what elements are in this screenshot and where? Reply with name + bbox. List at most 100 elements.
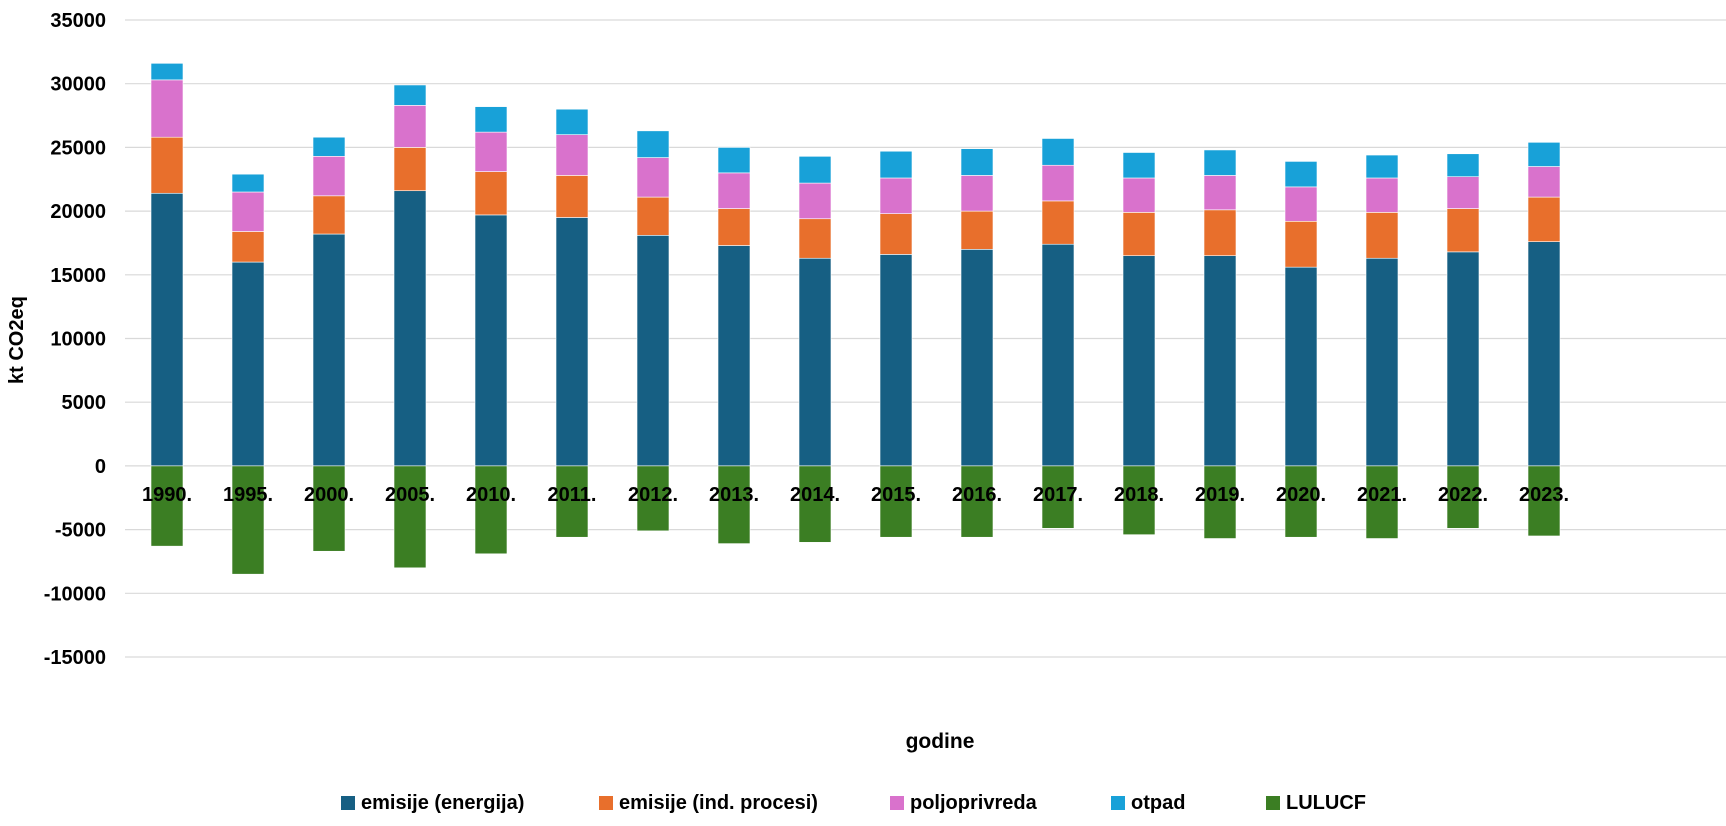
x-tick-label: 2016. xyxy=(952,484,1002,506)
x-tick-label: 2012. xyxy=(628,484,678,506)
x-tick-label: 1995. xyxy=(223,484,273,506)
bar-segment xyxy=(1284,220,1318,268)
legend-item: LULUCF xyxy=(1266,788,1366,818)
bar-segment xyxy=(1446,465,1480,529)
bar-segment xyxy=(960,465,994,538)
bar-segment xyxy=(393,147,427,192)
bar-segment xyxy=(1203,209,1237,256)
y-tick-label: 0 xyxy=(95,456,106,478)
bar-segment xyxy=(1284,161,1318,188)
x-tick-label: 2011. xyxy=(548,484,597,506)
x-tick-label: 2019. xyxy=(1195,484,1245,506)
y-tick-label: -15000 xyxy=(44,647,106,669)
x-tick-label: 2000. xyxy=(304,484,354,506)
legend-item: otpad xyxy=(1111,788,1185,818)
bar-segment xyxy=(1122,152,1156,179)
bar-segment xyxy=(1446,153,1480,178)
bars xyxy=(150,63,1561,575)
bar-segment xyxy=(555,134,589,176)
bar-segment xyxy=(474,214,508,467)
bar-segment xyxy=(231,191,265,232)
x-tick-label: 2013. xyxy=(709,484,759,506)
bar-segment xyxy=(1446,176,1480,209)
bar-segment xyxy=(393,84,427,106)
bar-segment xyxy=(1527,241,1561,467)
bar-segment xyxy=(231,231,265,263)
bar-segment xyxy=(1527,142,1561,167)
y-tick-label: 15000 xyxy=(50,265,106,287)
bar-segment xyxy=(1365,257,1399,467)
bar-segment xyxy=(231,465,265,575)
bar-segment xyxy=(474,171,508,216)
bar-segment xyxy=(150,465,184,547)
bar-segment xyxy=(150,63,184,81)
bar-segment xyxy=(1284,465,1318,538)
bar-segment xyxy=(798,156,832,184)
bar-segment xyxy=(717,245,751,467)
x-tick-label: 2014. xyxy=(790,484,840,506)
bar-segment xyxy=(1122,212,1156,256)
bar-segment xyxy=(312,233,346,467)
bar-segment xyxy=(555,465,589,538)
x-tick-label: 2005. xyxy=(385,484,435,506)
bar-segment xyxy=(636,465,670,532)
legend-label: LULUCF xyxy=(1286,791,1366,814)
bar-segment xyxy=(1527,196,1561,242)
legend-swatch xyxy=(341,796,355,810)
bar-segment xyxy=(1041,164,1075,202)
legend-item: poljoprivreda xyxy=(890,788,1037,818)
x-tick-label: 2022. xyxy=(1438,484,1488,506)
bar-segment xyxy=(798,465,832,543)
x-tick-label: 2021. xyxy=(1357,484,1407,506)
bar-segment xyxy=(231,261,265,467)
bar-segment xyxy=(879,465,913,538)
bar-segment xyxy=(717,147,751,174)
bar-segment xyxy=(555,175,589,218)
x-axis-label: godine xyxy=(905,730,975,753)
y-axis-label: kt CO2eq xyxy=(6,296,28,384)
bar-segment xyxy=(150,79,184,138)
bar-segment xyxy=(717,208,751,246)
legend-label: otpad xyxy=(1131,791,1186,814)
bar-segment xyxy=(150,192,184,467)
bar-segment xyxy=(1203,149,1237,176)
gridlines xyxy=(125,19,1726,658)
bar-segment xyxy=(1122,255,1156,467)
y-tick-label: 25000 xyxy=(50,137,106,159)
bar-segment xyxy=(1527,465,1561,537)
bar-segment xyxy=(879,150,913,179)
bar-segment xyxy=(474,465,508,555)
y-tick-label: -10000 xyxy=(44,583,106,605)
bar-segment xyxy=(636,157,670,198)
bar-segment xyxy=(1527,166,1561,198)
x-tick-label: 2017. xyxy=(1033,484,1083,506)
bar-segment xyxy=(1203,465,1237,539)
y-tick-label: 5000 xyxy=(62,392,107,414)
legend-item: emisije (energija) xyxy=(341,788,524,818)
bar-segment xyxy=(717,465,751,544)
legend-swatch xyxy=(1111,796,1125,810)
legend-swatch xyxy=(599,796,613,810)
bar-segment xyxy=(150,136,184,194)
bar-segment xyxy=(1365,177,1399,213)
bar-segment xyxy=(474,131,508,172)
legend-swatch xyxy=(1266,796,1280,810)
bar-segment xyxy=(1041,200,1075,245)
bar-segment xyxy=(1365,465,1399,539)
bar-segment xyxy=(636,235,670,467)
bar-segment xyxy=(1122,465,1156,535)
bar-segment xyxy=(312,136,346,157)
bar-segment xyxy=(312,195,346,235)
y-tick-label: 35000 xyxy=(50,10,106,32)
bar-segment xyxy=(393,465,427,569)
bar-segment xyxy=(1203,175,1237,211)
x-tick-label: 1990. xyxy=(142,484,192,506)
legend-swatch xyxy=(890,796,904,810)
legend-label: emisije (ind. procesi) xyxy=(619,791,818,814)
x-tick-label: 2018. xyxy=(1114,484,1164,506)
legend: emisije (energija) emisije (ind. procesi)… xyxy=(0,788,1726,818)
bar-segment xyxy=(1041,243,1075,467)
x-tick-label: 2015. xyxy=(871,484,921,506)
